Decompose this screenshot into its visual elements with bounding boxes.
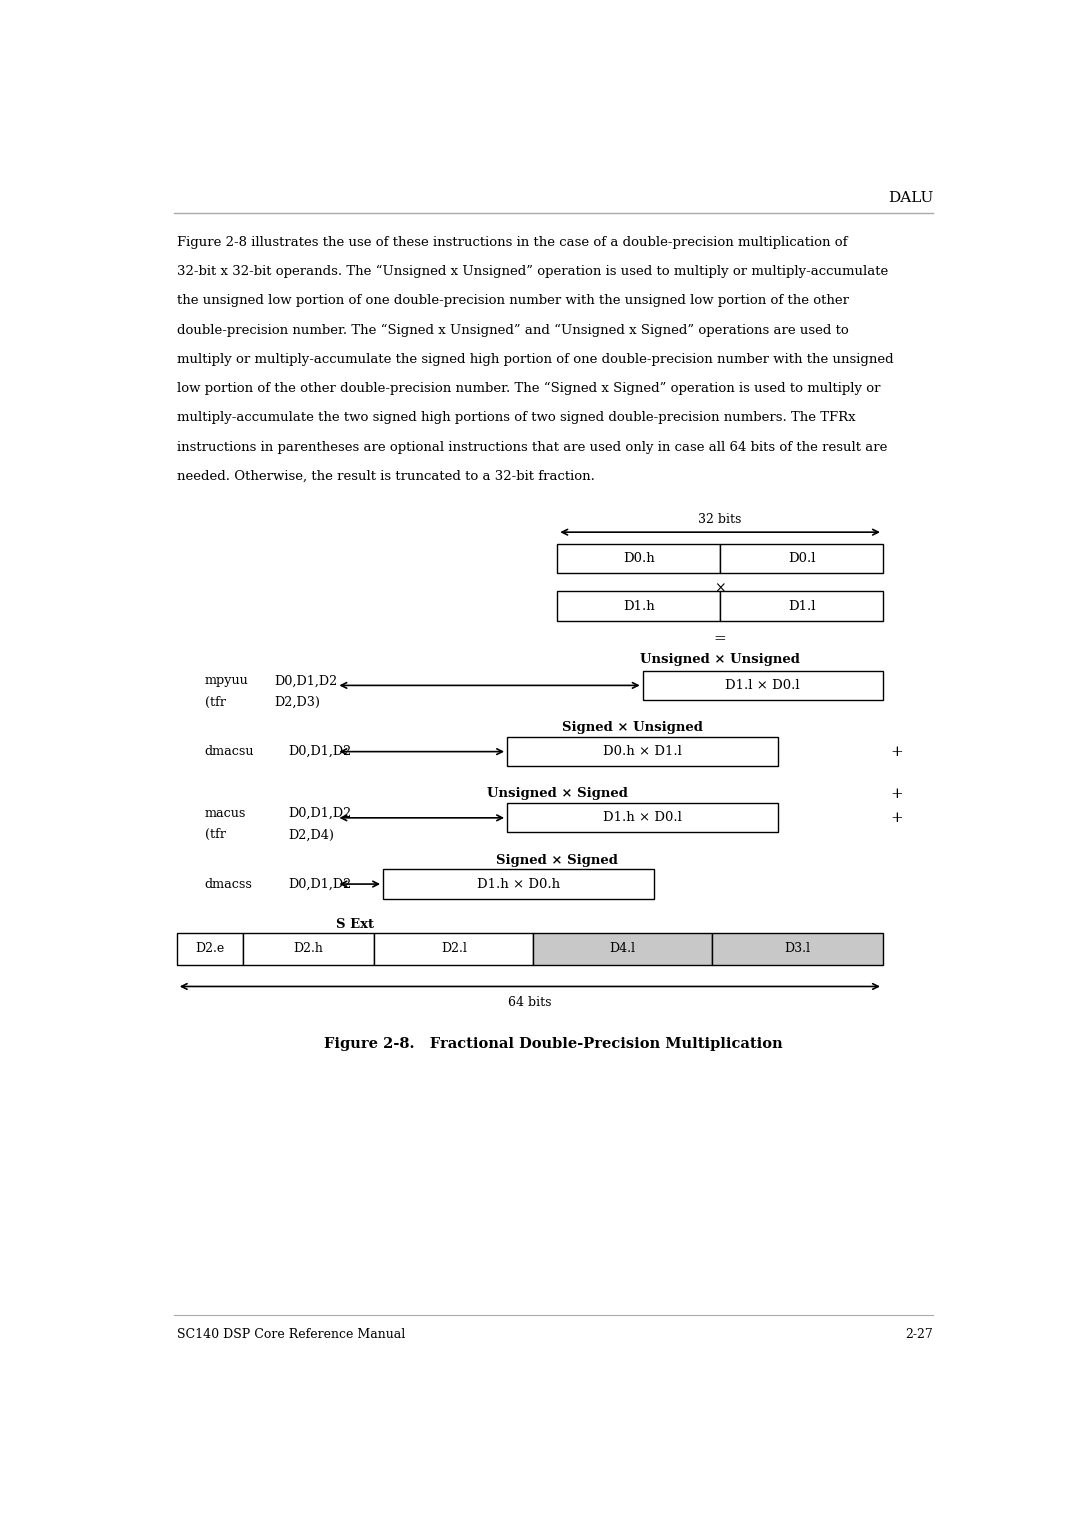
Text: Unsigned × Unsigned: Unsigned × Unsigned — [640, 654, 800, 666]
Bar — [375, 932, 534, 964]
Text: D2.e: D2.e — [195, 943, 225, 955]
Text: 32 bits: 32 bits — [699, 513, 742, 526]
Text: macus: macus — [205, 807, 246, 819]
Text: low portion of the other double-precision number. The “Signed x Signed” operatio: low portion of the other double-precisio… — [177, 382, 880, 396]
Text: (tfr: (tfr — [205, 695, 226, 709]
Text: SC140 DSP Core Reference Manual: SC140 DSP Core Reference Manual — [177, 1328, 405, 1340]
Text: D1.h: D1.h — [623, 599, 654, 613]
Text: ×: × — [714, 581, 726, 596]
Text: 2-27: 2-27 — [905, 1328, 933, 1340]
Text: needed. Otherwise, the result is truncated to a 32-bit fraction.: needed. Otherwise, the result is truncat… — [177, 469, 595, 483]
Bar — [177, 932, 243, 964]
Text: (tfr: (tfr — [205, 828, 226, 842]
Text: D1.l × D0.l: D1.l × D0.l — [726, 678, 800, 692]
Text: multiply-accumulate the two signed high portions of two signed double-precision : multiply-accumulate the two signed high … — [177, 411, 855, 425]
Text: Signed × Signed: Signed × Signed — [497, 854, 619, 866]
Text: D0,D1,D2: D0,D1,D2 — [288, 746, 352, 758]
Text: +: + — [891, 744, 903, 758]
Bar — [383, 869, 654, 898]
Text: D1.h × D0.h: D1.h × D0.h — [477, 877, 561, 891]
Text: Unsigned × Signed: Unsigned × Signed — [487, 787, 627, 801]
Text: multiply or multiply-accumulate the signed high portion of one double-precision : multiply or multiply-accumulate the sign… — [177, 353, 893, 365]
Bar — [507, 804, 779, 833]
Text: S Ext: S Ext — [337, 918, 375, 932]
Bar — [720, 544, 882, 573]
Bar — [243, 932, 375, 964]
Text: +: + — [891, 811, 903, 825]
Text: D1.l: D1.l — [787, 599, 815, 613]
Text: D0.h × D1.l: D0.h × D1.l — [604, 746, 683, 758]
Bar — [643, 671, 882, 700]
Bar — [557, 544, 720, 573]
Text: dmacss: dmacss — [205, 877, 253, 891]
Text: Figure 2-8.   Fractional Double-Precision Multiplication: Figure 2-8. Fractional Double-Precision … — [324, 1038, 783, 1051]
Text: 32-bit x 32-bit operands. The “Unsigned x Unsigned” operation is used to multipl: 32-bit x 32-bit operands. The “Unsigned … — [177, 264, 888, 278]
Text: double-precision number. The “Signed x Unsigned” and “Unsigned x Signed” operati: double-precision number. The “Signed x U… — [177, 324, 849, 336]
Text: D3.l: D3.l — [784, 943, 810, 955]
Bar — [712, 932, 882, 964]
Text: D0,D1,D2: D0,D1,D2 — [274, 674, 338, 688]
Text: 64 bits: 64 bits — [508, 996, 552, 1008]
Text: D0,D1,D2: D0,D1,D2 — [288, 807, 352, 819]
Text: =: = — [714, 633, 727, 646]
Text: Figure 2-8 illustrates the use of these instructions in the case of a double-pre: Figure 2-8 illustrates the use of these … — [177, 235, 848, 249]
Text: D2,D3): D2,D3) — [274, 695, 321, 709]
Bar — [557, 591, 720, 620]
Text: D2.l: D2.l — [441, 943, 467, 955]
Bar — [720, 591, 882, 620]
Text: D0,D1,D2: D0,D1,D2 — [288, 877, 352, 891]
Text: +: + — [891, 787, 903, 801]
Text: DALU: DALU — [888, 191, 933, 205]
Text: D4.l: D4.l — [609, 943, 635, 955]
Text: the unsigned low portion of one double-precision number with the unsigned low po: the unsigned low portion of one double-p… — [177, 295, 849, 307]
Text: D0.h: D0.h — [623, 552, 654, 565]
Bar — [507, 736, 779, 766]
Bar — [534, 932, 712, 964]
Text: Signed × Unsigned: Signed × Unsigned — [563, 721, 703, 735]
Text: D1.h × D0.l: D1.h × D0.l — [604, 811, 683, 824]
Text: D2,D4): D2,D4) — [288, 828, 335, 842]
Text: instructions in parentheses are optional instructions that are used only in case: instructions in parentheses are optional… — [177, 440, 888, 454]
Text: dmacsu: dmacsu — [205, 746, 254, 758]
Text: D2.h: D2.h — [294, 943, 324, 955]
Text: mpyuu: mpyuu — [205, 674, 248, 688]
Text: D0.l: D0.l — [787, 552, 815, 565]
